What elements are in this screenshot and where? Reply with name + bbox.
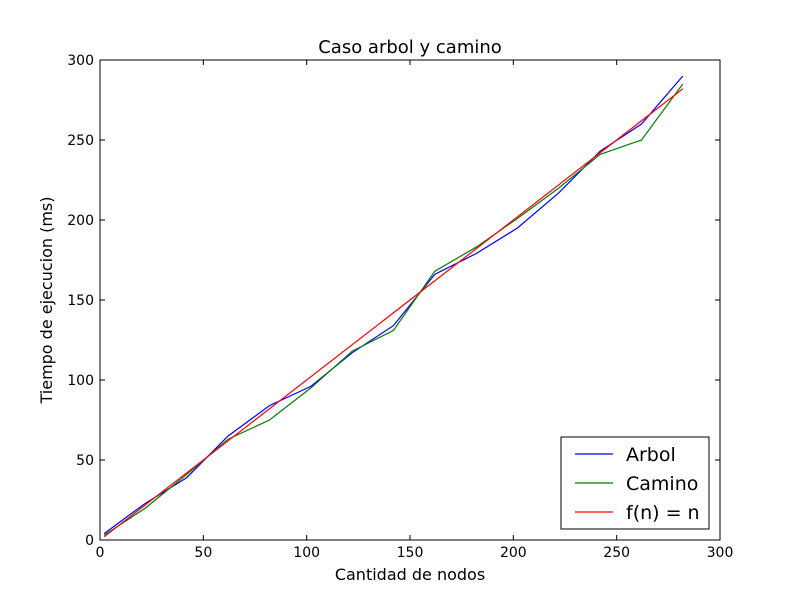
series-line-2 <box>103 88 684 538</box>
chart-title: Caso arbol y camino <box>318 37 502 58</box>
x-tick-label: 50 <box>194 545 212 561</box>
x-axis-label: Cantidad de nodos <box>335 565 485 584</box>
x-tick-label: 150 <box>397 545 424 561</box>
y-tick-label: 0 <box>85 533 94 549</box>
x-tick-label: 300 <box>707 545 734 561</box>
x-tick-label: 100 <box>293 545 320 561</box>
legend-label-2: f(n) = n <box>626 502 700 524</box>
y-axis-label: Tiempo de ejecucion (ms) <box>37 196 56 404</box>
y-tick-label: 250 <box>67 133 94 149</box>
legend-label-0: Arbol <box>626 444 676 466</box>
x-axis: 0 50 100 150 200 250 300 <box>96 60 734 561</box>
x-tick-label: 250 <box>603 545 630 561</box>
y-tick-label: 50 <box>76 453 94 469</box>
x-tick-label: 200 <box>500 545 527 561</box>
y-axis: 0 50 100 150 200 250 300 <box>67 53 720 549</box>
y-tick-label: 150 <box>67 293 94 309</box>
legend: Arbol Camino f(n) = n <box>560 436 710 530</box>
y-tick-label: 100 <box>67 373 94 389</box>
y-tick-label: 200 <box>67 213 94 229</box>
y-tick-label: 300 <box>67 53 94 69</box>
x-tick-label: 0 <box>96 545 105 561</box>
plot-lines <box>103 75 684 538</box>
legend-label-1: Camino <box>626 473 698 495</box>
